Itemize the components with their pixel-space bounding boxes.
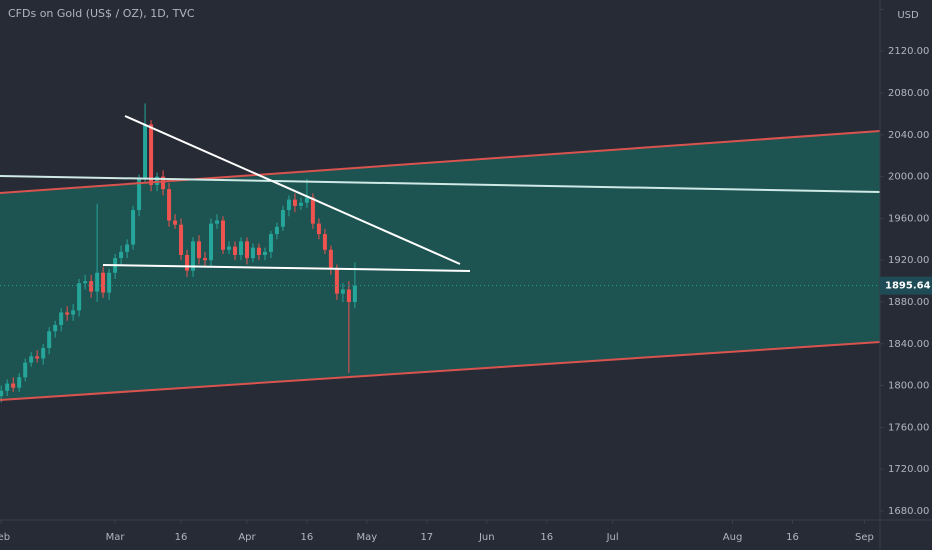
candle-body [328, 249, 333, 269]
candle-body [244, 241, 249, 259]
candle-body [11, 383, 16, 388]
candle-body [77, 283, 82, 311]
candle-body [107, 272, 112, 293]
candle-body [322, 234, 327, 250]
candle-body [232, 246, 237, 255]
candle-body [262, 251, 267, 255]
candle-body [346, 289, 351, 303]
candle-body [316, 223, 321, 235]
candle-body [65, 312, 70, 315]
y-tick-label: 2000.00 [888, 172, 929, 183]
candle-body [71, 310, 76, 315]
candle-body [41, 347, 46, 359]
candle-body [23, 362, 28, 378]
x-tick-label: Feb [0, 532, 10, 543]
x-tick-label: 16 [301, 532, 314, 543]
candle-body [125, 244, 130, 252]
candle-body [274, 226, 279, 235]
candle-body [352, 285, 357, 303]
x-tick-label: Sep [855, 532, 874, 543]
y-tick-label: 2040.00 [888, 130, 929, 141]
candle-body [310, 197, 315, 224]
candle-body [215, 220, 220, 224]
channel-fill [0, 131, 880, 400]
candle-body [0, 390, 4, 397]
x-tick-label: May [357, 532, 378, 543]
candle-body [149, 124, 154, 185]
x-tick-label: Aug [723, 532, 743, 543]
candle-body [89, 281, 94, 292]
candle-body [197, 241, 202, 259]
trend-line [102, 264, 471, 272]
candle-body [304, 197, 309, 203]
x-tick-label: 17 [420, 532, 433, 543]
candle-body [131, 210, 136, 245]
candle-body [209, 223, 214, 261]
y-tick-label: 1680.00 [888, 506, 929, 517]
x-tick-label: Jun [478, 532, 495, 543]
candle-body [226, 246, 231, 250]
candle-body [250, 247, 255, 259]
candle-body [35, 356, 40, 359]
candle-body [256, 247, 261, 255]
candle-body [167, 189, 172, 221]
candle-body [101, 272, 106, 293]
candle-body [179, 224, 184, 255]
trend-line [0, 175, 881, 193]
y-tick-label: 1840.00 [888, 339, 929, 350]
y-tick-label: 1760.00 [888, 422, 929, 433]
currency: USD [897, 10, 919, 21]
candle-body [119, 251, 124, 259]
candle-body [155, 176, 160, 185]
candle-body [161, 176, 166, 190]
candle-body [173, 220, 178, 225]
x-tick-label: Jul [606, 532, 619, 543]
y-tick-label: 1800.00 [888, 381, 929, 392]
candle-body [47, 331, 52, 348]
x-tick-label: Apr [238, 532, 256, 543]
candle-body [292, 199, 297, 206]
price-badge [880, 276, 932, 295]
y-tick-label: 2120.00 [888, 46, 929, 57]
trend-line [124, 115, 461, 265]
candle-body [220, 220, 225, 250]
candle-body [268, 234, 273, 252]
y-tick-label: 2080.00 [888, 88, 929, 99]
channel-upper [0, 130, 881, 194]
candle-body [203, 258, 208, 261]
candle-body [286, 199, 291, 211]
x-tick-label: 16 [786, 532, 799, 543]
candle-body [5, 383, 10, 391]
y-tick-label: 1880.00 [888, 297, 929, 308]
candle-body [17, 377, 22, 388]
candle-body [29, 356, 34, 363]
candle-body [59, 312, 64, 325]
x-tick-label: 16 [175, 532, 188, 543]
x-tick-label: Mar [106, 532, 126, 543]
candle-body [137, 178, 142, 211]
candle-body [95, 272, 100, 292]
candle-body [334, 268, 339, 294]
candle-body [143, 124, 148, 179]
candle-body [280, 210, 285, 227]
candle-body [185, 254, 190, 271]
candle-body [53, 325, 58, 332]
chart-title: CFDs on Gold (US$ / OZ), 1D, TVC [8, 7, 195, 20]
price-label: 1895.64 [885, 281, 931, 292]
y-tick-label: 1960.00 [888, 213, 929, 224]
candle-body [238, 241, 243, 255]
candle-body [298, 202, 303, 206]
candle-body [191, 241, 196, 271]
currency-box [884, 2, 930, 24]
y-tick-label: 1920.00 [888, 255, 929, 266]
candle-body [340, 289, 345, 294]
channel-lower [0, 341, 881, 401]
x-tick-label: 16 [540, 532, 553, 543]
candle-body [83, 281, 88, 284]
y-tick-label: 1720.00 [888, 464, 929, 475]
